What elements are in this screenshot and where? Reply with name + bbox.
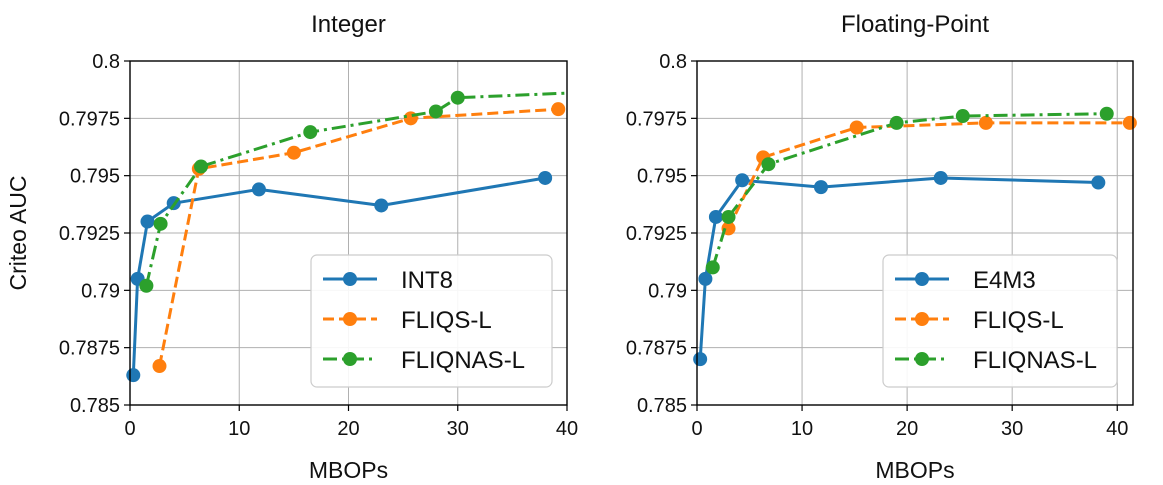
data-point-e4m3 <box>708 209 723 224</box>
legend-marker-fliqs-l <box>343 312 357 326</box>
data-point-e4m3 <box>693 352 708 367</box>
legend-marker-fliqnas-l <box>915 352 929 366</box>
y-tick-label: 0.8 <box>92 51 120 73</box>
series-line-fliqnas-l <box>711 112 1107 268</box>
data-point-e4m3 <box>1091 175 1106 190</box>
data-point-fliqs-l <box>849 120 864 135</box>
data-point-fliqnas-l <box>194 159 209 174</box>
y-tick-label: 0.79 <box>81 280 120 302</box>
data-point-fliqs-l <box>978 115 993 130</box>
x-tick-label: 10 <box>791 418 813 440</box>
y-tick-label: 0.7875 <box>626 338 687 360</box>
legend-marker-e4m3 <box>915 272 929 286</box>
x-tick-label: 20 <box>896 418 918 440</box>
data-point-e4m3 <box>813 180 828 195</box>
integer-chart: 0 10 20 30 40 0.785 0.7875 0.79 0.7925 0.795 0.797… <box>5 11 578 483</box>
y-tick-label: 0.79 <box>648 280 687 302</box>
y-tick-label: 0.7975 <box>626 108 687 130</box>
y-tick-label: 0.7875 <box>59 338 120 360</box>
data-point-int8 <box>374 198 389 213</box>
chart-title: Integer <box>311 11 386 38</box>
y-tick-label: 0.785 <box>70 395 120 417</box>
data-point-fliqnas-l <box>761 157 776 172</box>
data-point-fliqnas-l <box>721 209 736 224</box>
x-tick-label: 10 <box>228 418 250 440</box>
x-tick-label: 40 <box>1106 418 1128 440</box>
data-point-e4m3 <box>735 173 750 188</box>
data-point-fliqs-l <box>286 145 301 160</box>
legend-label-e4m3: E4M3 <box>973 267 1036 294</box>
legend-marker-fliqs-l <box>915 312 929 326</box>
legend-label-fliqnas-l: FLIQNAS-L <box>401 347 525 374</box>
y-tick-label: 0.7925 <box>626 223 687 245</box>
x-tick-label: 0 <box>124 418 135 440</box>
legend-label-int8: INT8 <box>401 267 453 294</box>
y-tick-label: 0.8 <box>659 51 687 73</box>
data-point-fliqs-l <box>551 102 566 117</box>
data-point-fliqnas-l <box>955 109 970 124</box>
y-tick-label: 0.795 <box>70 166 120 188</box>
data-point-int8 <box>140 214 155 229</box>
data-point-fliqs-l <box>152 359 167 374</box>
x-tick-label: 30 <box>1001 418 1023 440</box>
data-point-fliqnas-l <box>705 260 720 275</box>
x-axis-title: MBOPs <box>875 457 954 483</box>
chart-title: Floating-Point <box>841 11 989 38</box>
data-point-fliqnas-l <box>428 104 443 119</box>
legend-marker-int8 <box>343 272 357 286</box>
x-tick-label: 40 <box>556 418 578 440</box>
data-point-fliqnas-l <box>153 216 168 231</box>
legend-marker-fliqnas-l <box>343 352 357 366</box>
legend-box <box>310 254 553 388</box>
data-point-fliqnas-l <box>303 125 318 140</box>
data-point-fliqs-l <box>1122 115 1137 130</box>
data-point-e4m3 <box>698 271 713 286</box>
x-tick-label: 30 <box>447 418 469 440</box>
data-point-fliqnas-l <box>139 278 154 293</box>
data-point-fliqnas-l <box>450 90 465 105</box>
y-tick-label: 0.785 <box>637 395 687 417</box>
x-tick-label: 20 <box>337 418 359 440</box>
y-tick-label: 0.7925 <box>59 223 120 245</box>
data-point-int8 <box>126 368 141 383</box>
floating-point-chart: 0 10 20 30 40 0.785 0.7875 0.79 0.7925 0.795 0.797… <box>626 11 1137 483</box>
y-tick-label: 0.7975 <box>59 108 120 130</box>
data-point-fliqnas-l <box>1099 106 1114 121</box>
legend: E4M3 FLIQS-L FLIQNAS-L <box>882 254 1118 388</box>
y-tick-label: 0.795 <box>637 166 687 188</box>
data-point-int8 <box>538 170 553 185</box>
data-point-int8 <box>251 182 266 197</box>
y-axis-title: Criteo AUC <box>5 175 31 290</box>
data-point-e4m3 <box>933 170 948 185</box>
data-point-fliqnas-l <box>889 115 904 130</box>
legend: INT8 FLIQS-L FLIQNAS-L <box>310 254 553 388</box>
legend-label-fliqs-l: FLIQS-L <box>401 307 492 334</box>
legend-box <box>882 254 1118 388</box>
legend-label-fliqnas-l: FLIQNAS-L <box>973 347 1097 374</box>
x-tick-label: 0 <box>691 418 702 440</box>
x-axis-title: MBOPs <box>309 457 388 483</box>
legend-label-fliqs-l: FLIQS-L <box>973 307 1064 334</box>
